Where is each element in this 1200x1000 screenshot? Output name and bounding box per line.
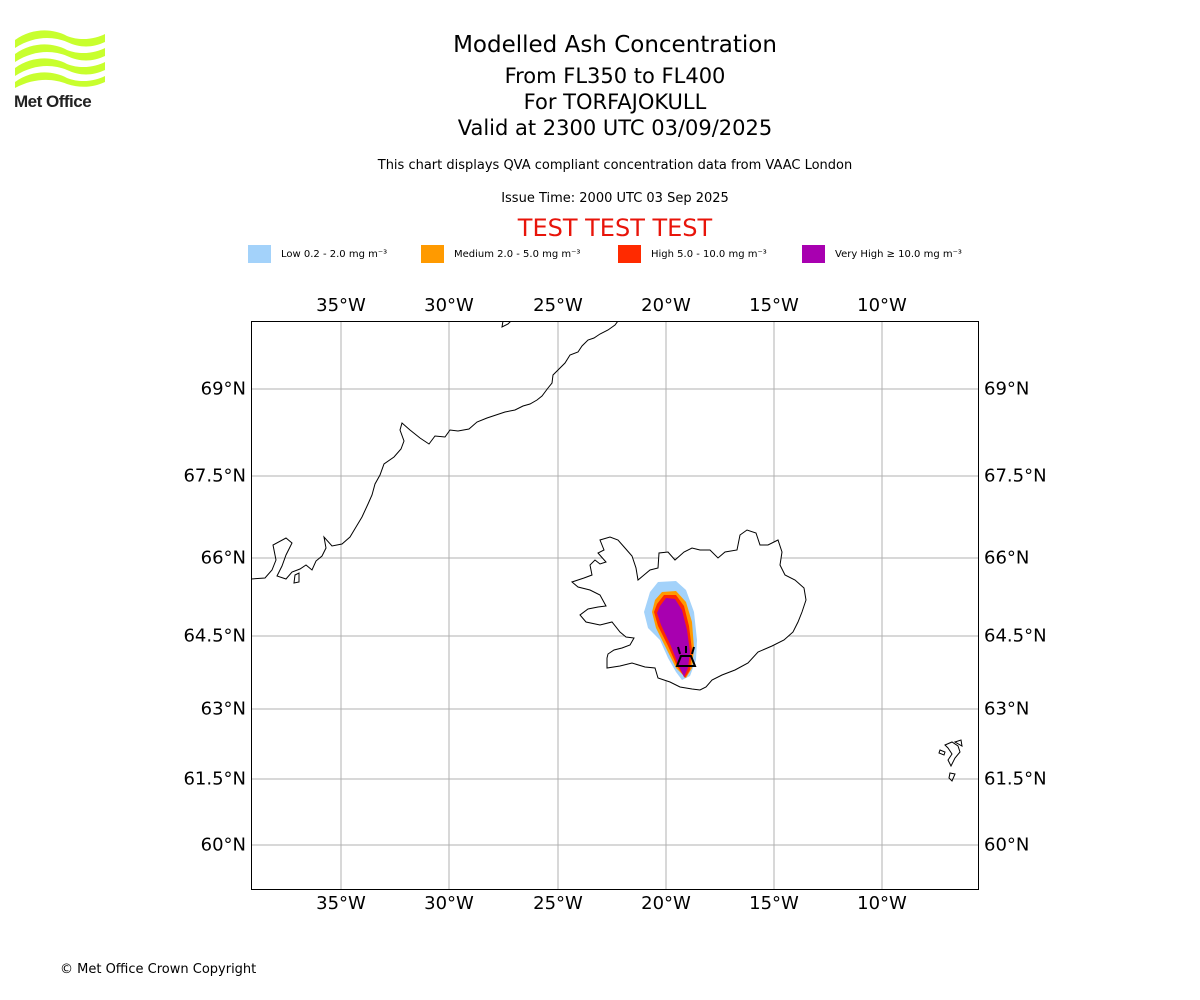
legend-swatch-medium <box>421 245 444 263</box>
legend-label-medium: Medium 2.0 - 5.0 mg m⁻³ <box>454 248 581 260</box>
test-banner: TEST TEST TEST <box>517 214 713 242</box>
volcano-symbol-icon <box>675 646 697 667</box>
lon-tick-bottom-35w: 35°W <box>316 893 366 914</box>
compliance-note: This chart displays QVA compliant concen… <box>377 158 853 173</box>
valid-time-subtitle: Valid at 2300 UTC 03/09/2025 <box>457 116 773 140</box>
lon-tick-bottom-30w: 30°W <box>424 893 474 914</box>
lat-tick-right-64-5n: 64.5°N <box>984 625 1047 647</box>
faroe-islands <box>938 739 963 782</box>
lon-tick-top-15w: 15°W <box>749 295 799 316</box>
lat-tick-left-67-5n: 67.5°N <box>183 465 246 487</box>
lon-tick-top-35w: 35°W <box>316 295 366 316</box>
lat-tick-left-60n: 60°N <box>200 834 246 856</box>
legend-item-low: Low 0.2 - 2.0 mg m⁻³ <box>248 244 387 264</box>
flight-level-subtitle: From FL350 to FL400 <box>504 64 726 88</box>
ash-very-high-polygon <box>657 598 690 677</box>
copyright-notice: © Met Office Crown Copyright <box>60 962 257 977</box>
legend-item-medium: Medium 2.0 - 5.0 mg m⁻³ <box>421 244 580 264</box>
legend-swatch-low <box>248 245 271 263</box>
lon-tick-bottom-20w: 20°W <box>641 893 691 914</box>
lat-tick-right-63n: 63°N <box>984 698 1030 720</box>
lat-tick-left-66n: 66°N <box>200 547 246 569</box>
lon-tick-bottom-15w: 15°W <box>749 893 799 914</box>
issue-time: Issue Time: 2000 UTC 03 Sep 2025 <box>501 191 729 206</box>
legend-item-high: High 5.0 - 10.0 mg m⁻³ <box>618 244 767 264</box>
lon-tick-bottom-25w: 25°W <box>533 893 583 914</box>
legend-item-very-high: Very High ≥ 10.0 mg m⁻³ <box>802 244 962 264</box>
greenland-coastline <box>251 321 619 580</box>
map-panel <box>251 321 979 890</box>
lat-tick-right-69n: 69°N <box>984 378 1030 400</box>
lat-tick-right-66n: 66°N <box>984 547 1030 569</box>
map-frame <box>251 321 979 890</box>
lat-tick-left-63n: 63°N <box>200 698 246 720</box>
greenland-coastline-fragment <box>501 321 512 328</box>
lon-tick-bottom-10w: 10°W <box>857 893 907 914</box>
met-office-logo-icon <box>15 30 105 88</box>
lon-tick-top-30w: 30°W <box>424 295 474 316</box>
volcano-subtitle: For TORFAJOKULL <box>523 90 707 114</box>
logo-text: Met Office <box>14 92 92 111</box>
legend-label-low: Low 0.2 - 2.0 mg m⁻³ <box>281 248 388 260</box>
lat-tick-left-61-5n: 61.5°N <box>183 768 246 790</box>
lat-tick-right-61-5n: 61.5°N <box>984 768 1047 790</box>
lat-tick-left-69n: 69°N <box>200 378 246 400</box>
lat-tick-right-67-5n: 67.5°N <box>984 465 1047 487</box>
lon-tick-top-20w: 20°W <box>641 295 691 316</box>
legend-label-very-high: Very High ≥ 10.0 mg m⁻³ <box>835 248 962 260</box>
legend-swatch-very-high <box>802 245 825 263</box>
map-gridlines <box>251 321 979 890</box>
legend-label-high: High 5.0 - 10.0 mg m⁻³ <box>651 248 767 260</box>
lon-tick-top-25w: 25°W <box>533 295 583 316</box>
lat-tick-left-64-5n: 64.5°N <box>183 625 246 647</box>
greenland-island <box>293 572 300 584</box>
legend-swatch-high <box>618 245 641 263</box>
chart-title: Modelled Ash Concentration <box>453 32 777 58</box>
lon-tick-top-10w: 10°W <box>857 295 907 316</box>
lat-tick-right-60n: 60°N <box>984 834 1030 856</box>
